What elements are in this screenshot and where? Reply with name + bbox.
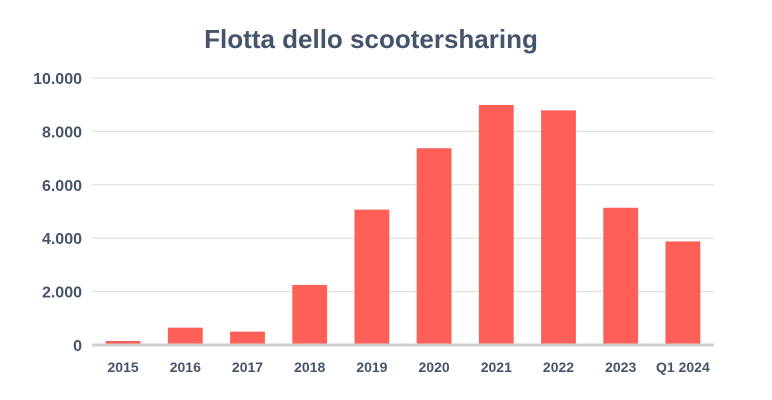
y-tick-label: 10.000 xyxy=(33,71,82,88)
bars xyxy=(105,104,701,345)
bar-2016 xyxy=(167,327,203,345)
y-tick-label: 2.000 xyxy=(42,285,82,302)
bar-2021 xyxy=(478,104,514,345)
bar-2022 xyxy=(541,110,576,345)
x-tick-label: 2020 xyxy=(419,359,450,375)
y-tick-label: 0 xyxy=(73,338,82,355)
y-tick-label: 8.000 xyxy=(42,124,82,141)
x-tick-label: 2019 xyxy=(356,359,387,375)
bar-2017 xyxy=(230,331,265,345)
x-axis-ticks: 2015 2016 2017 2018 2019 2020 2021 2022 2023 Q1 2… xyxy=(108,359,710,375)
bar-2023 xyxy=(603,207,639,345)
x-tick-label: Q1 2024 xyxy=(656,359,710,375)
bar-2020 xyxy=(416,148,452,345)
bar-2019 xyxy=(354,209,390,345)
y-axis-ticks: 0 2.000 4.000 6.000 8.000 10.000 xyxy=(33,71,82,355)
x-tick-label: 2018 xyxy=(294,359,325,375)
x-tick-label: 2021 xyxy=(481,359,512,375)
bar-2015 xyxy=(105,340,141,345)
y-tick-label: 6.000 xyxy=(42,178,82,195)
x-tick-label: 2015 xyxy=(108,359,139,375)
chart-title: Flotta dello scootersharing xyxy=(204,24,538,54)
x-tick-label: 2023 xyxy=(605,359,636,375)
bar-2018 xyxy=(292,284,328,345)
bar-q1-2024 xyxy=(665,241,701,345)
y-tick-label: 4.000 xyxy=(42,231,82,248)
x-tick-label: 2016 xyxy=(170,359,201,375)
x-tick-label: 2022 xyxy=(543,359,574,375)
x-tick-label: 2017 xyxy=(232,359,263,375)
